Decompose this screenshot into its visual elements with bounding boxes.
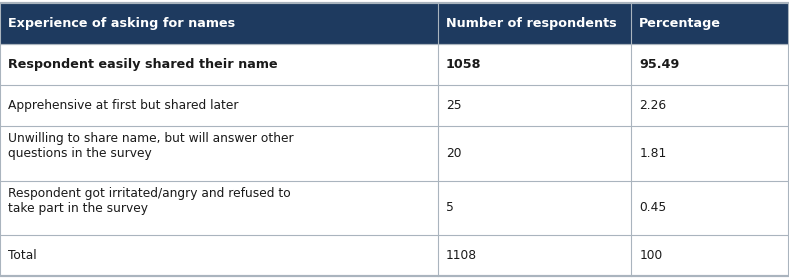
Bar [438,235,631,276]
Text: 1.81: 1.81 [639,147,667,160]
Bar [0,126,438,181]
Bar [631,181,789,235]
Text: Apprehensive at first but shared later: Apprehensive at first but shared later [8,99,238,112]
Text: 5: 5 [446,201,454,214]
Bar [0,85,438,126]
Bar [631,3,789,44]
Text: 95.49: 95.49 [639,58,679,71]
Bar [631,44,789,85]
Text: 20: 20 [446,147,462,160]
Bar [0,181,438,235]
Bar [631,235,789,276]
Text: Number of respondents: Number of respondents [446,17,616,30]
Text: Respondent easily shared their name: Respondent easily shared their name [8,58,278,71]
Bar [438,126,631,181]
Bar [438,44,631,85]
Text: 1058: 1058 [446,58,481,71]
Text: Respondent got irritated/angry and refused to
take part in the survey: Respondent got irritated/angry and refus… [8,187,291,215]
Bar [0,235,438,276]
Text: Percentage: Percentage [639,17,721,30]
Text: 0.45: 0.45 [639,201,667,214]
Bar [438,181,631,235]
Text: 100: 100 [639,249,663,262]
Text: Experience of asking for names: Experience of asking for names [8,17,235,30]
Bar [631,85,789,126]
Bar [438,85,631,126]
Bar [631,126,789,181]
Text: 25: 25 [446,99,462,112]
Text: Unwilling to share name, but will answer other
questions in the survey: Unwilling to share name, but will answer… [8,133,294,160]
Text: 2.26: 2.26 [639,99,667,112]
Bar [0,3,438,44]
Text: Total: Total [8,249,36,262]
Bar [438,3,631,44]
Text: 1108: 1108 [446,249,477,262]
Bar [0,44,438,85]
